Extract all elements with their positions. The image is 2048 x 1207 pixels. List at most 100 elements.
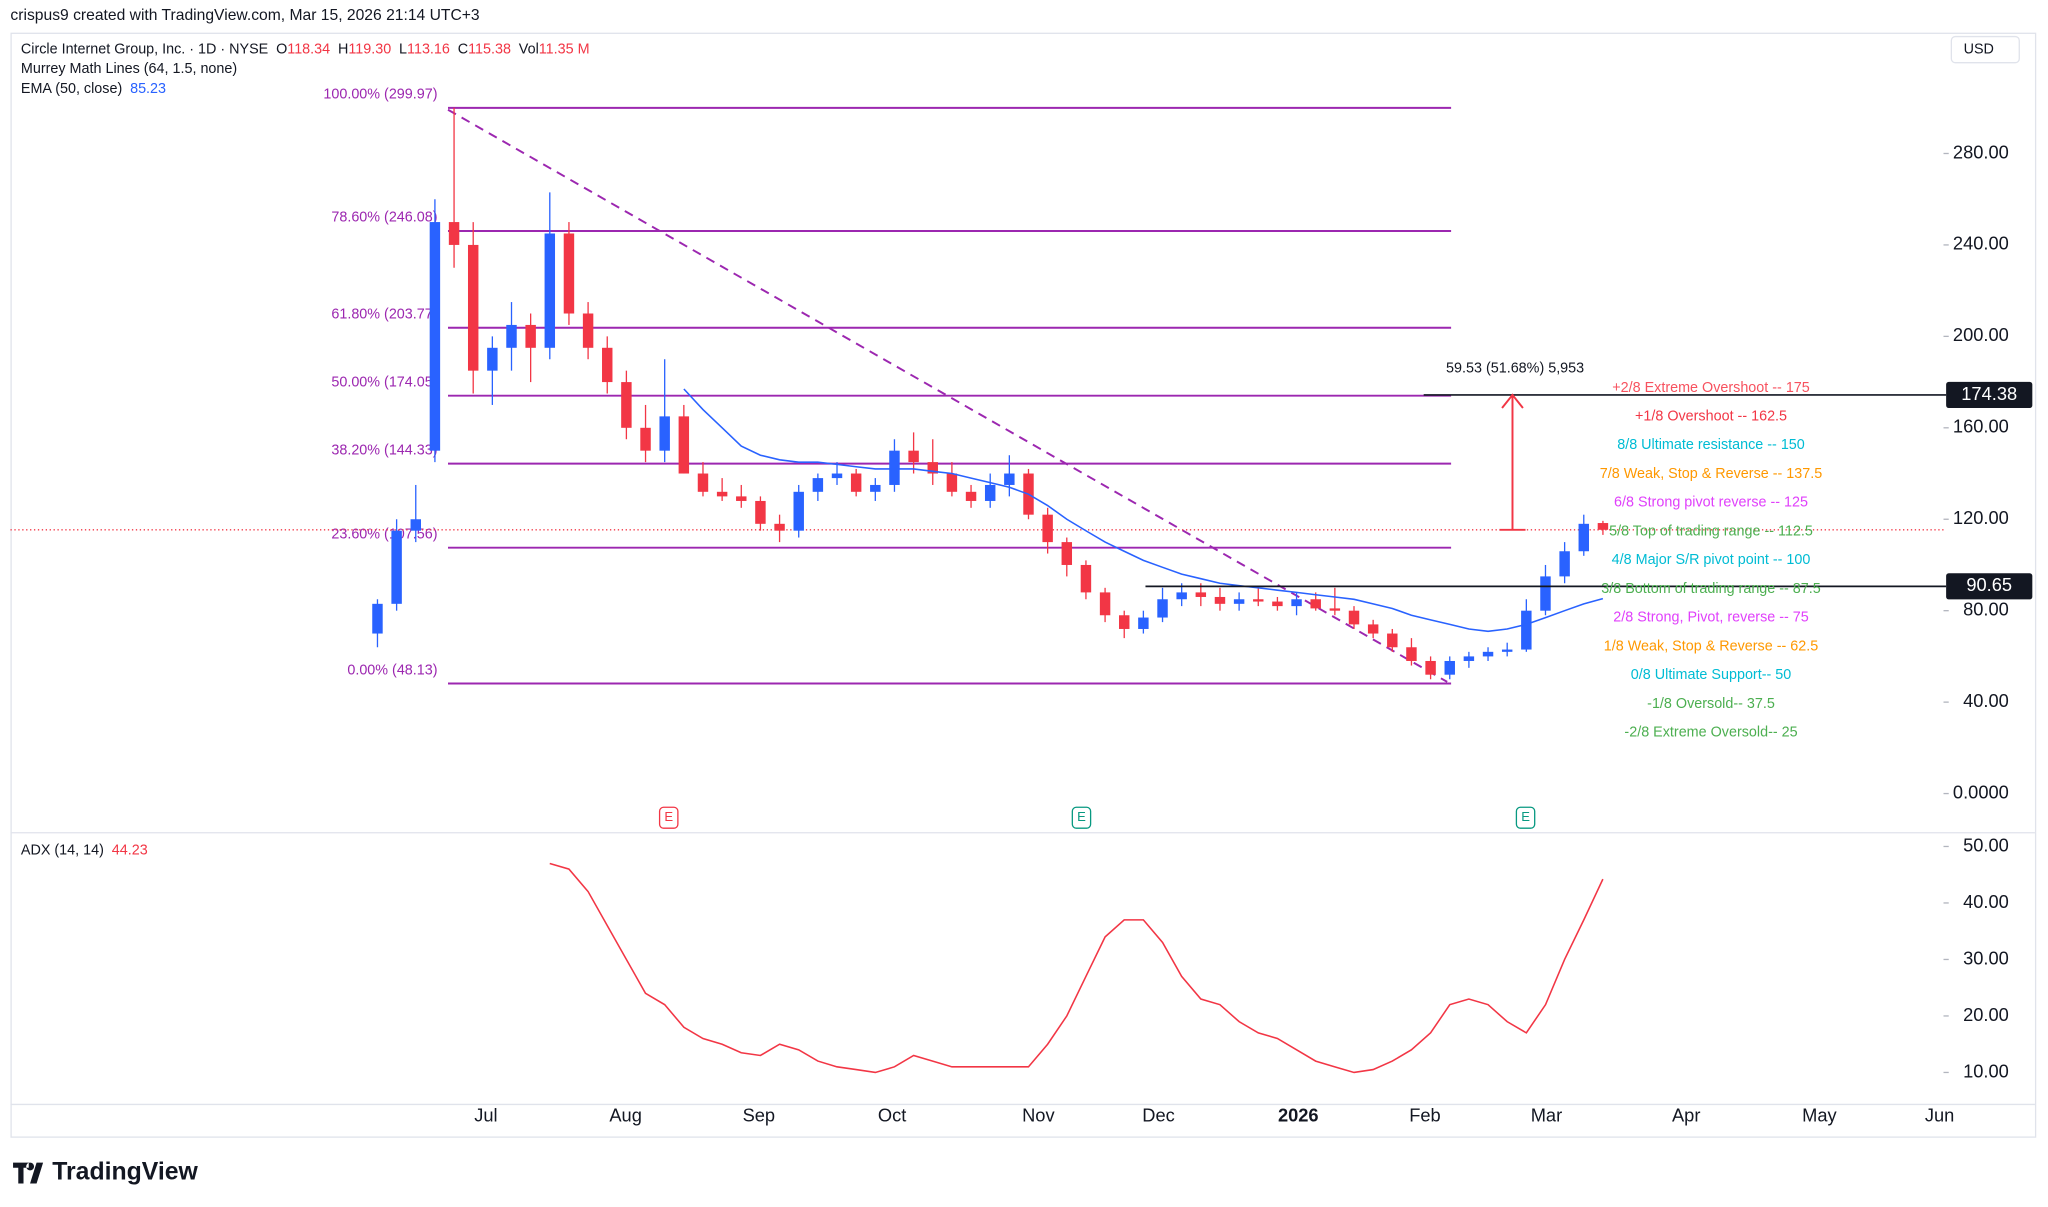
fib-label: 38.20% (144.33) <box>331 442 437 458</box>
candle-body <box>1080 564 1092 593</box>
candle-body <box>1310 599 1321 609</box>
y-tick-label: 0.0000 <box>1953 781 2009 802</box>
candle-body <box>448 222 460 245</box>
x-tick-label: Feb <box>1409 1105 1440 1126</box>
candle-body <box>582 313 594 348</box>
ohlc-value: 119.30 <box>348 41 391 57</box>
candle-body <box>391 530 402 604</box>
candle-body <box>1578 523 1590 552</box>
candle-body <box>870 484 881 492</box>
murrey-label: -1/8 Oversold-- 37.5 <box>1647 696 1775 712</box>
symbol-line: Circle Internet Group, Inc. · 1D · NYSE O… <box>21 41 590 57</box>
candle-body <box>812 478 824 492</box>
murrey-legend: Murrey Math Lines (64, 1.5, none) <box>21 61 237 77</box>
earnings-badge[interactable] <box>1071 806 1092 829</box>
ohlc-value: 113.16 <box>407 41 450 57</box>
murrey-label: -2/8 Extreme Oversold-- 25 <box>1624 725 1797 741</box>
y-tick-label: 40.00 <box>1963 690 2009 711</box>
candle-body <box>1253 599 1264 602</box>
y-tick-label: 120.00 <box>1953 507 2009 528</box>
candle-body <box>908 450 919 463</box>
price-label: 174.38 <box>1961 383 2017 404</box>
y-tick-label: 40.00 <box>1963 891 2009 912</box>
x-tick-label: Jul <box>474 1105 497 1126</box>
earnings-badge[interactable] <box>1515 806 1536 829</box>
ohlc-key: O <box>276 41 287 57</box>
currency-box[interactable] <box>1950 35 2020 64</box>
candle-body <box>716 491 728 497</box>
candle-body <box>1061 542 1073 565</box>
candle-body <box>1099 592 1111 616</box>
candle-body <box>602 347 613 383</box>
murrey-label: +1/8 Overshoot -- 162.5 <box>1635 408 1787 424</box>
arrow-head <box>1501 393 1524 409</box>
ohlc-key: Vol <box>519 41 539 57</box>
x-tick-label: Dec <box>1142 1105 1174 1126</box>
candle-body <box>965 491 977 501</box>
murrey-label: 2/8 Strong, Pivot, reverse -- 75 <box>1613 610 1809 626</box>
y-tick-label: 160.00 <box>1953 416 2009 437</box>
murrey-label: 6/8 Strong pivot reverse -- 125 <box>1614 495 1808 511</box>
adx-value: 44.23 <box>112 842 148 858</box>
candle-body <box>1348 610 1360 625</box>
murrey-label: 8/8 Ultimate resistance -- 150 <box>1617 437 1805 453</box>
fib-label: 78.60% (246.08) <box>331 210 437 226</box>
candle-body <box>1042 514 1053 543</box>
earnings-label: E <box>1521 809 1530 824</box>
candle-body <box>1597 523 1609 530</box>
candle-body <box>640 427 651 451</box>
measure-label: 59.53 (51.68%) 5,953 <box>1446 361 1584 377</box>
x-tick-label: 2026 <box>1278 1105 1319 1126</box>
candle-body <box>1138 617 1149 629</box>
price-label-box <box>1946 573 2033 600</box>
fib-label: 0.00% (48.13) <box>347 662 437 678</box>
candle-body <box>1329 608 1341 611</box>
y-tick-label: 30.00 <box>1963 947 2009 968</box>
y-tick-label: 200.00 <box>1953 324 2009 345</box>
candle-body <box>697 473 709 492</box>
currency[interactable]: USD <box>1964 41 1994 57</box>
ohlc-key: C <box>458 41 468 57</box>
adx-title: ADX (14, 14) <box>21 842 104 858</box>
candle-body <box>621 382 632 428</box>
x-tick-label: Aug <box>609 1105 641 1126</box>
y-tick-label: 10.00 <box>1963 1060 2009 1081</box>
x-tick-label: Apr <box>1672 1105 1700 1126</box>
fib-label: 50.00% (174.05) <box>331 374 437 390</box>
credit: crispus9 created with TradingView.com, M… <box>10 7 479 24</box>
candle-body <box>1540 576 1551 611</box>
y-tick-label: 80.00 <box>1963 599 2009 620</box>
logo: TradingView <box>13 1159 199 1186</box>
murrey-label: 4/8 Major S/R pivot point -- 100 <box>1612 552 1811 568</box>
candle-body <box>1387 633 1398 648</box>
candle-body <box>410 519 421 531</box>
murrey-label: 5/8 Top of trading range -- 112.5 <box>1609 523 1813 539</box>
candle-body <box>793 491 804 531</box>
candle-body <box>1444 660 1455 675</box>
candle-body <box>678 416 690 474</box>
adx-line <box>549 862 1604 1074</box>
earnings-badge[interactable] <box>658 806 679 829</box>
candle-body <box>946 473 958 492</box>
ohlc-value: 11.35 M <box>539 41 590 57</box>
murrey-label: 1/8 Weak, Stop & Reverse -- 62.5 <box>1604 638 1818 654</box>
candle-body <box>525 324 536 348</box>
ema-line <box>683 388 1604 633</box>
earnings-label: E <box>1077 809 1086 824</box>
price-label-box <box>1946 381 2033 408</box>
murrey-label: +2/8 Extreme Overshoot -- 175 <box>1612 380 1810 396</box>
candle-body <box>1482 651 1494 657</box>
y-tick-label: 280.00 <box>1953 141 2009 162</box>
candle-body <box>984 484 996 501</box>
y-tick-label: 50.00 <box>1963 834 2009 855</box>
fib-label: 61.80% (203.77) <box>331 306 437 322</box>
candle-body <box>372 603 383 634</box>
candle-body <box>1463 656 1475 661</box>
fib-label: 100.00% (299.97) <box>323 87 437 103</box>
y-tick-label: 20.00 <box>1963 1004 2009 1025</box>
earnings-label: E <box>664 809 673 824</box>
candle-body <box>755 500 766 524</box>
